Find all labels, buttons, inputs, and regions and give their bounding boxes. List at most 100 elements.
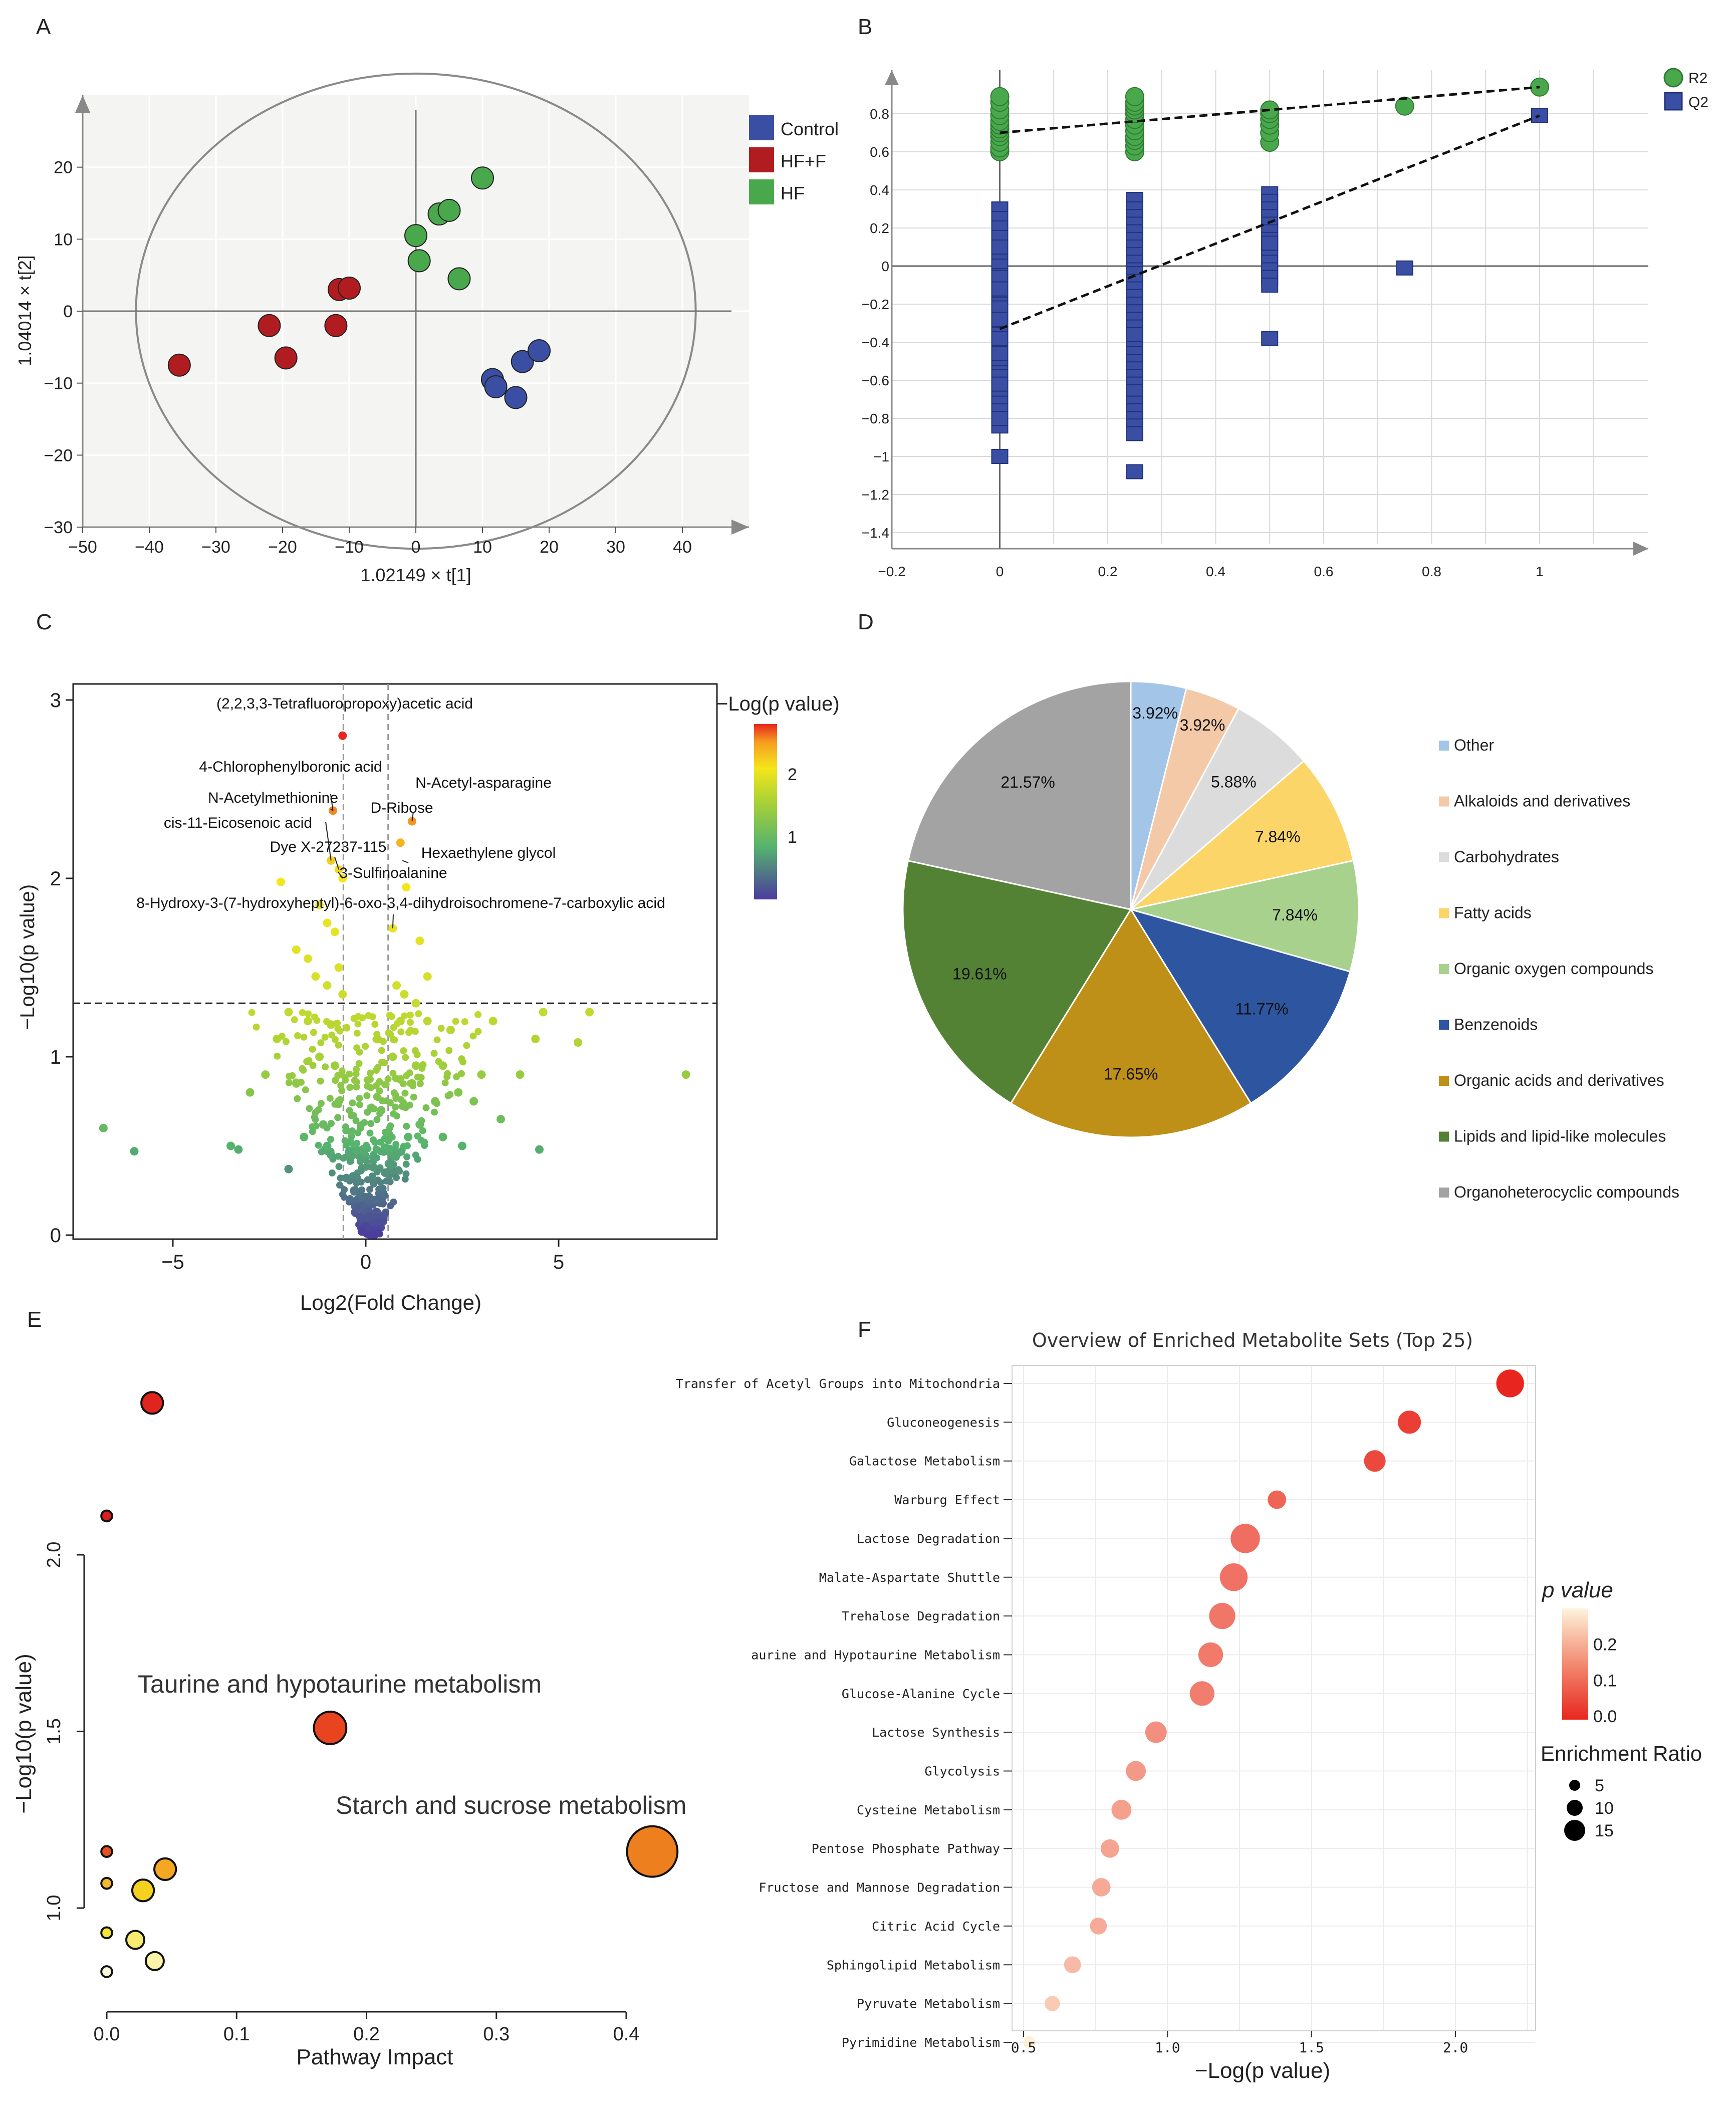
metabolite-point [346, 1157, 354, 1165]
x-axis-label-e: Pathway Impact [296, 2045, 453, 2069]
metabolite-point [372, 1067, 380, 1074]
annotation-leader [330, 809, 334, 811]
point-hf-f [167, 353, 191, 377]
metabolite-point [367, 1084, 375, 1091]
y-tick-label-b: −0.4 [862, 335, 889, 350]
pathway-point [100, 1845, 113, 1858]
metabolite-point [327, 1020, 336, 1029]
y-tick-label-c: 2 [50, 868, 61, 890]
metabolite-point [388, 1052, 397, 1061]
annotation-leader [334, 856, 340, 870]
pathway-point [100, 1876, 113, 1890]
x-tick-label-b: 0.4 [1206, 564, 1225, 579]
pathway-point [144, 1951, 165, 1971]
colorbar-tick-label-f: 0.1 [1593, 1671, 1617, 1690]
metabolite-point [365, 1213, 374, 1222]
metabolite-point [342, 1076, 349, 1084]
metabolite-point [407, 1019, 414, 1026]
point-q2 [1261, 235, 1279, 251]
metabolite-point [130, 1147, 139, 1156]
y-tick-label-c: 1 [50, 1046, 61, 1068]
legend-swatch-d [1439, 852, 1449, 862]
colorbar-tick-label-f: 0.0 [1593, 1707, 1617, 1726]
points-e [100, 1391, 679, 1978]
enrichment-point [1496, 1369, 1524, 1397]
axes-a: −50 −40 −30 −20 −10 0 10 20 30 40 −30 −20 −10 0 10 20 [44, 95, 749, 557]
metabolite-point [326, 1094, 334, 1102]
y-tick-label-b: −1.2 [862, 487, 889, 503]
metabolite-point [340, 1154, 347, 1162]
metabolite-point [535, 1145, 544, 1154]
metabolite-point [474, 1011, 482, 1018]
x-axis-label-f: −Log(p value) [1195, 2058, 1330, 2083]
metabolite-point [317, 1039, 325, 1047]
pathway-point [313, 1711, 348, 1745]
legend-label-d: Organic acids and derivatives [1454, 1071, 1664, 1089]
colorbar-f: p value 0.2 0.1 0.0 [1541, 1578, 1617, 1726]
x-tick-label-a: −50 [68, 538, 97, 557]
metabolite-point [352, 1070, 360, 1078]
metabolite-point [474, 1028, 482, 1035]
x-tick-label-e: 0.1 [223, 2024, 250, 2045]
x-axis-arrow-b [1633, 542, 1648, 556]
metabolite-point [311, 972, 320, 981]
panel-label-c: C [36, 610, 52, 634]
colorbar-title-c: −Log(p value) [716, 693, 840, 715]
metabolite-point [338, 990, 347, 999]
metabolite-point [453, 1073, 460, 1080]
metabolite-point [419, 1127, 426, 1134]
metabolite-point [374, 1094, 382, 1101]
metabolite-point [402, 1170, 410, 1177]
pathway-label: Malate-Aspartate Shuttle [819, 1570, 1000, 1585]
annotation-taurine: Taurine and hypotaurine metabolism [138, 1670, 542, 1698]
colorbar-tick-label-c: 1 [788, 828, 797, 847]
metabolite-point [411, 1047, 419, 1054]
x-tick-label-b: 0 [996, 564, 1004, 579]
pie-slice-label: 19.61% [952, 965, 1007, 983]
colorbar-gradient-f [1562, 1608, 1588, 1720]
metabolite-point [381, 1192, 389, 1199]
colorbar-c: −Log(p value) 12 [716, 693, 840, 899]
size-legend-label: 10 [1595, 1799, 1614, 1818]
legend-label-r2: R2 [1688, 70, 1707, 87]
metabolite-point [391, 1036, 398, 1044]
metabolite-point [454, 1088, 463, 1097]
x-tick-label-f: 0.5 [1011, 2039, 1037, 2056]
metabolite-point [681, 1070, 690, 1079]
x-tick-label-b: 0.2 [1098, 564, 1118, 579]
metabolite-point [359, 1014, 366, 1022]
legend-label-d: Benzenoids [1454, 1016, 1538, 1034]
x-tick-label-e: 0.2 [353, 2024, 380, 2045]
metabolite-point [410, 1093, 417, 1101]
pathway-point [100, 1509, 113, 1523]
pathway-label: Lactose Synthesis [872, 1725, 1000, 1740]
x-tick-label-e: 0.0 [94, 2024, 120, 2045]
point-q2 [1126, 464, 1143, 480]
point-hf [447, 267, 471, 291]
annotation-leader [325, 821, 332, 861]
metabolite-point [441, 1079, 449, 1087]
metabolite-point [387, 1122, 394, 1129]
metabolite-point [366, 1193, 374, 1201]
enrichment-point [1045, 1996, 1060, 2011]
pie-slice-label: 17.65% [1104, 1065, 1158, 1083]
y-axis-label-c: −Log10(p value) [17, 884, 39, 1030]
metabolite-point [341, 1137, 349, 1144]
metabolite-point [397, 1075, 404, 1082]
axes-c: −5 0 5 0 1 2 3 [50, 689, 564, 1273]
enrichment-point [1398, 1410, 1421, 1434]
legend-swatch-d [1439, 1131, 1449, 1142]
metabolite-point [366, 1186, 374, 1193]
metabolite-point [253, 1023, 260, 1031]
metabolite-point [459, 1058, 466, 1066]
y-tick-label-a: −10 [44, 374, 73, 393]
legend-swatch-hf [749, 179, 774, 204]
metabolite-point [371, 1138, 379, 1146]
metabolite-point [406, 1011, 414, 1019]
metabolite-point [317, 1100, 325, 1107]
metabolite-point [367, 1069, 374, 1077]
metabolite-point [438, 1132, 447, 1141]
y-tick-label-a: 20 [54, 158, 73, 177]
legend-label-d: Other [1454, 736, 1494, 754]
